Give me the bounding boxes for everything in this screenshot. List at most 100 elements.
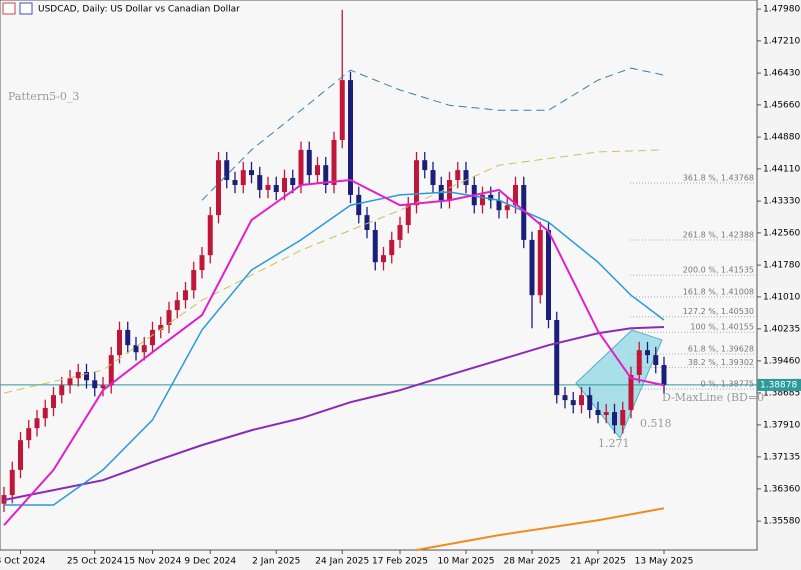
x-tick-label: 13 May 2025 (635, 557, 694, 567)
y-tick-label: 1.35580 (763, 517, 800, 527)
y-tick-label: 1.36360 (763, 484, 800, 494)
candle-body (356, 194, 362, 216)
candle-body (381, 255, 386, 263)
candle-body (265, 184, 271, 190)
candle-body (150, 329, 155, 346)
y-tick-label: 1.41780 (763, 261, 800, 271)
candle-body (257, 175, 263, 190)
x-tick-label: 21 Apr 2025 (570, 557, 626, 567)
candle-body (496, 200, 502, 211)
candle-body (323, 165, 329, 185)
y-tick-label: 1.43330 (763, 197, 800, 207)
candle-body (348, 80, 353, 195)
candle-body (9, 469, 15, 496)
annotation: 1.271 (598, 437, 630, 450)
annotation: D-MaxLine (BD=0 (662, 391, 764, 404)
candle-body (166, 310, 172, 325)
candle-body (26, 428, 32, 441)
candle-body (298, 149, 304, 185)
candle-body (620, 410, 626, 426)
y-tick-label: 1.38685 (763, 388, 800, 398)
candle-body (133, 345, 139, 353)
x-tick-label: 9 Dec 2024 (184, 557, 236, 567)
candle-body (529, 239, 535, 296)
x-tick-label: 2 Jan 2025 (252, 557, 300, 567)
fib-label: 38.2 %, 1.39302 (688, 358, 754, 367)
candle-body (84, 372, 89, 381)
candle-body (645, 350, 650, 356)
candle-body (636, 350, 642, 375)
fib-label: 127.2 %, 1.40530 (683, 307, 754, 316)
plot-area (0, 0, 758, 551)
candle-body (480, 194, 485, 206)
candle-body (537, 229, 543, 296)
candle-body (117, 329, 122, 356)
icon (2, 2, 16, 15)
x-tick-label: 10 Mar 2025 (437, 557, 494, 567)
indicator-line (3, 149, 665, 394)
fib-label: 200.0 %, 1.41535 (683, 266, 754, 275)
candle-body (513, 184, 518, 206)
candle-body (174, 300, 180, 311)
price-label: 1.38878 (760, 380, 797, 390)
candle-body (364, 215, 370, 230)
candle-body (587, 395, 593, 411)
candle-body (183, 290, 188, 301)
candle-body (207, 215, 213, 256)
candle-body (397, 225, 403, 240)
y-tick-label: 1.44880 (763, 133, 800, 143)
annotation: 0.518 (640, 417, 672, 430)
candle-body (273, 184, 279, 193)
candle-body (579, 395, 584, 406)
candle-body (108, 355, 114, 386)
y-tick-label: 1.39460 (763, 356, 800, 366)
y-tick-label: 1.44110 (763, 164, 800, 174)
indicator-line (3, 326, 665, 502)
candle-body (315, 165, 320, 176)
y-tick-label: 1.40235 (763, 324, 800, 334)
x-tick-label: 15 Nov 2024 (124, 557, 182, 567)
y-tick-label: 1.47980 (763, 5, 800, 15)
candle-body (224, 160, 230, 181)
candle-body (100, 385, 106, 389)
candle-body (75, 372, 81, 379)
candle-body (422, 160, 428, 171)
fib-label: 100 %, 1.40155 (690, 323, 754, 332)
candle-body (414, 160, 419, 206)
candle-body (488, 194, 494, 201)
y-tick-label: 1.42560 (763, 228, 800, 238)
fib-label: 61.8 %, 1.39628 (688, 344, 754, 353)
indicator-line (4, 191, 665, 506)
candle-body (603, 412, 609, 415)
candle-body (67, 378, 73, 386)
icon (19, 2, 33, 15)
candle-body (331, 139, 337, 185)
y-tick-label: 1.46430 (763, 69, 800, 79)
candle-body (554, 320, 560, 396)
price-box (757, 378, 801, 391)
candle-body (191, 270, 197, 291)
x-tick-label: 28 Mar 2025 (503, 557, 560, 567)
candle-body (463, 170, 469, 185)
candle-body (42, 407, 48, 419)
candle-body (447, 180, 452, 201)
candle-body (570, 400, 576, 406)
candle-body (306, 149, 312, 176)
x-tick-label: 24 Jan 2025 (315, 557, 369, 567)
candle-body (405, 205, 411, 226)
candle-body (504, 205, 510, 211)
y-tick-label: 1.45660 (763, 100, 800, 110)
candle-body (546, 229, 551, 321)
fib-label: 361.8 %, 1.43768 (683, 174, 754, 183)
x-tick-label: 17 Feb 2025 (372, 557, 428, 567)
x-tick-label: 8 Oct 2024 (0, 557, 46, 567)
y-tick-label: 1.41010 (763, 292, 800, 302)
candle-body (216, 160, 221, 216)
candle-body (125, 329, 131, 346)
candle-body (232, 180, 238, 185)
y-tick-label: 1.47210 (763, 36, 800, 46)
candle-body (240, 170, 246, 185)
y-tick-label: 1.37135 (763, 452, 800, 462)
candle-body (34, 418, 40, 429)
